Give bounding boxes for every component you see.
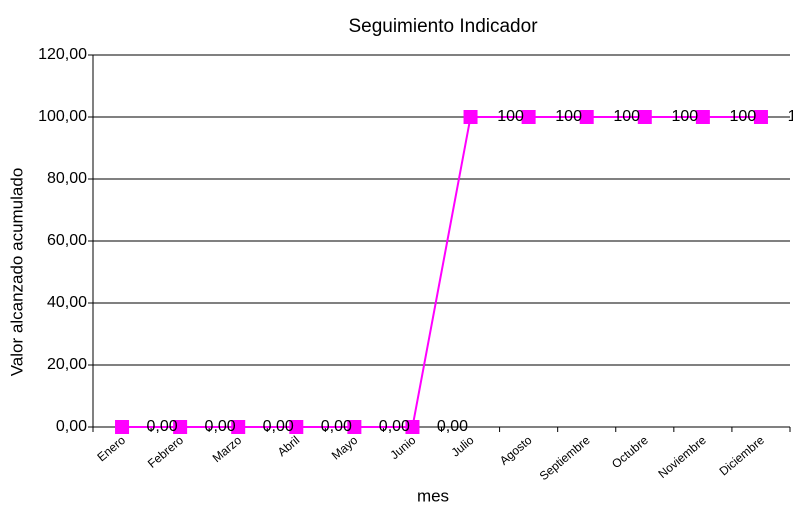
x-axis-title: mes bbox=[417, 486, 449, 505]
y-tick-label: 0,00 bbox=[56, 418, 87, 435]
data-point bbox=[173, 420, 188, 434]
x-tick-label: Mayo bbox=[329, 433, 361, 463]
data-point bbox=[405, 420, 420, 434]
data-point bbox=[463, 110, 478, 124]
data-point bbox=[753, 110, 768, 124]
x-tick-label: Septiembre bbox=[537, 433, 593, 483]
x-tick-label: Noviembre bbox=[655, 433, 709, 481]
data-line bbox=[122, 116, 761, 428]
data-label: 0,00 bbox=[205, 418, 236, 435]
x-tick-label: Marzo bbox=[210, 433, 245, 465]
data-label: 0,00 bbox=[437, 418, 468, 435]
data-point bbox=[521, 110, 536, 124]
data-label: 0,00 bbox=[263, 418, 294, 435]
x-tick-label: Enero bbox=[94, 433, 128, 465]
x-tick-label: Julio bbox=[449, 433, 477, 460]
x-tick-label: Diciembre bbox=[717, 433, 768, 479]
x-tick-label: Octubre bbox=[609, 433, 651, 471]
data-label: 100 bbox=[555, 108, 582, 125]
data-point bbox=[289, 420, 304, 434]
data-label: 0,00 bbox=[146, 418, 177, 435]
data-label: 100 bbox=[613, 108, 640, 125]
x-tick-label: Agosto bbox=[497, 433, 535, 468]
data-label: 0,00 bbox=[379, 418, 410, 435]
data-label: 100 bbox=[788, 108, 793, 125]
y-tick-label: 60,00 bbox=[47, 232, 87, 249]
data-point bbox=[115, 420, 130, 434]
y-tick-label: 80,00 bbox=[47, 170, 87, 187]
y-tick-label: 120,00 bbox=[38, 46, 87, 63]
data-label: 100 bbox=[730, 108, 757, 125]
data-label: 0,00 bbox=[321, 418, 352, 435]
x-tick-label: Abril bbox=[275, 433, 302, 459]
chart-title: Seguimiento Indicador bbox=[348, 16, 538, 37]
y-axis-title: Valor alcanzado acumulado bbox=[7, 168, 26, 377]
data-point bbox=[579, 110, 594, 124]
data-point bbox=[695, 110, 710, 124]
data-point bbox=[637, 110, 652, 124]
data-point bbox=[347, 420, 362, 434]
data-label: 100 bbox=[497, 108, 524, 125]
y-tick-label: 40,00 bbox=[47, 294, 87, 311]
y-tick-label: 20,00 bbox=[47, 356, 87, 373]
data-label: 100 bbox=[671, 108, 698, 125]
x-tick-label: Febrero bbox=[145, 433, 186, 471]
x-tick-label: Junio bbox=[387, 433, 418, 462]
data-point bbox=[231, 420, 246, 434]
y-tick-label: 100,00 bbox=[38, 108, 87, 125]
